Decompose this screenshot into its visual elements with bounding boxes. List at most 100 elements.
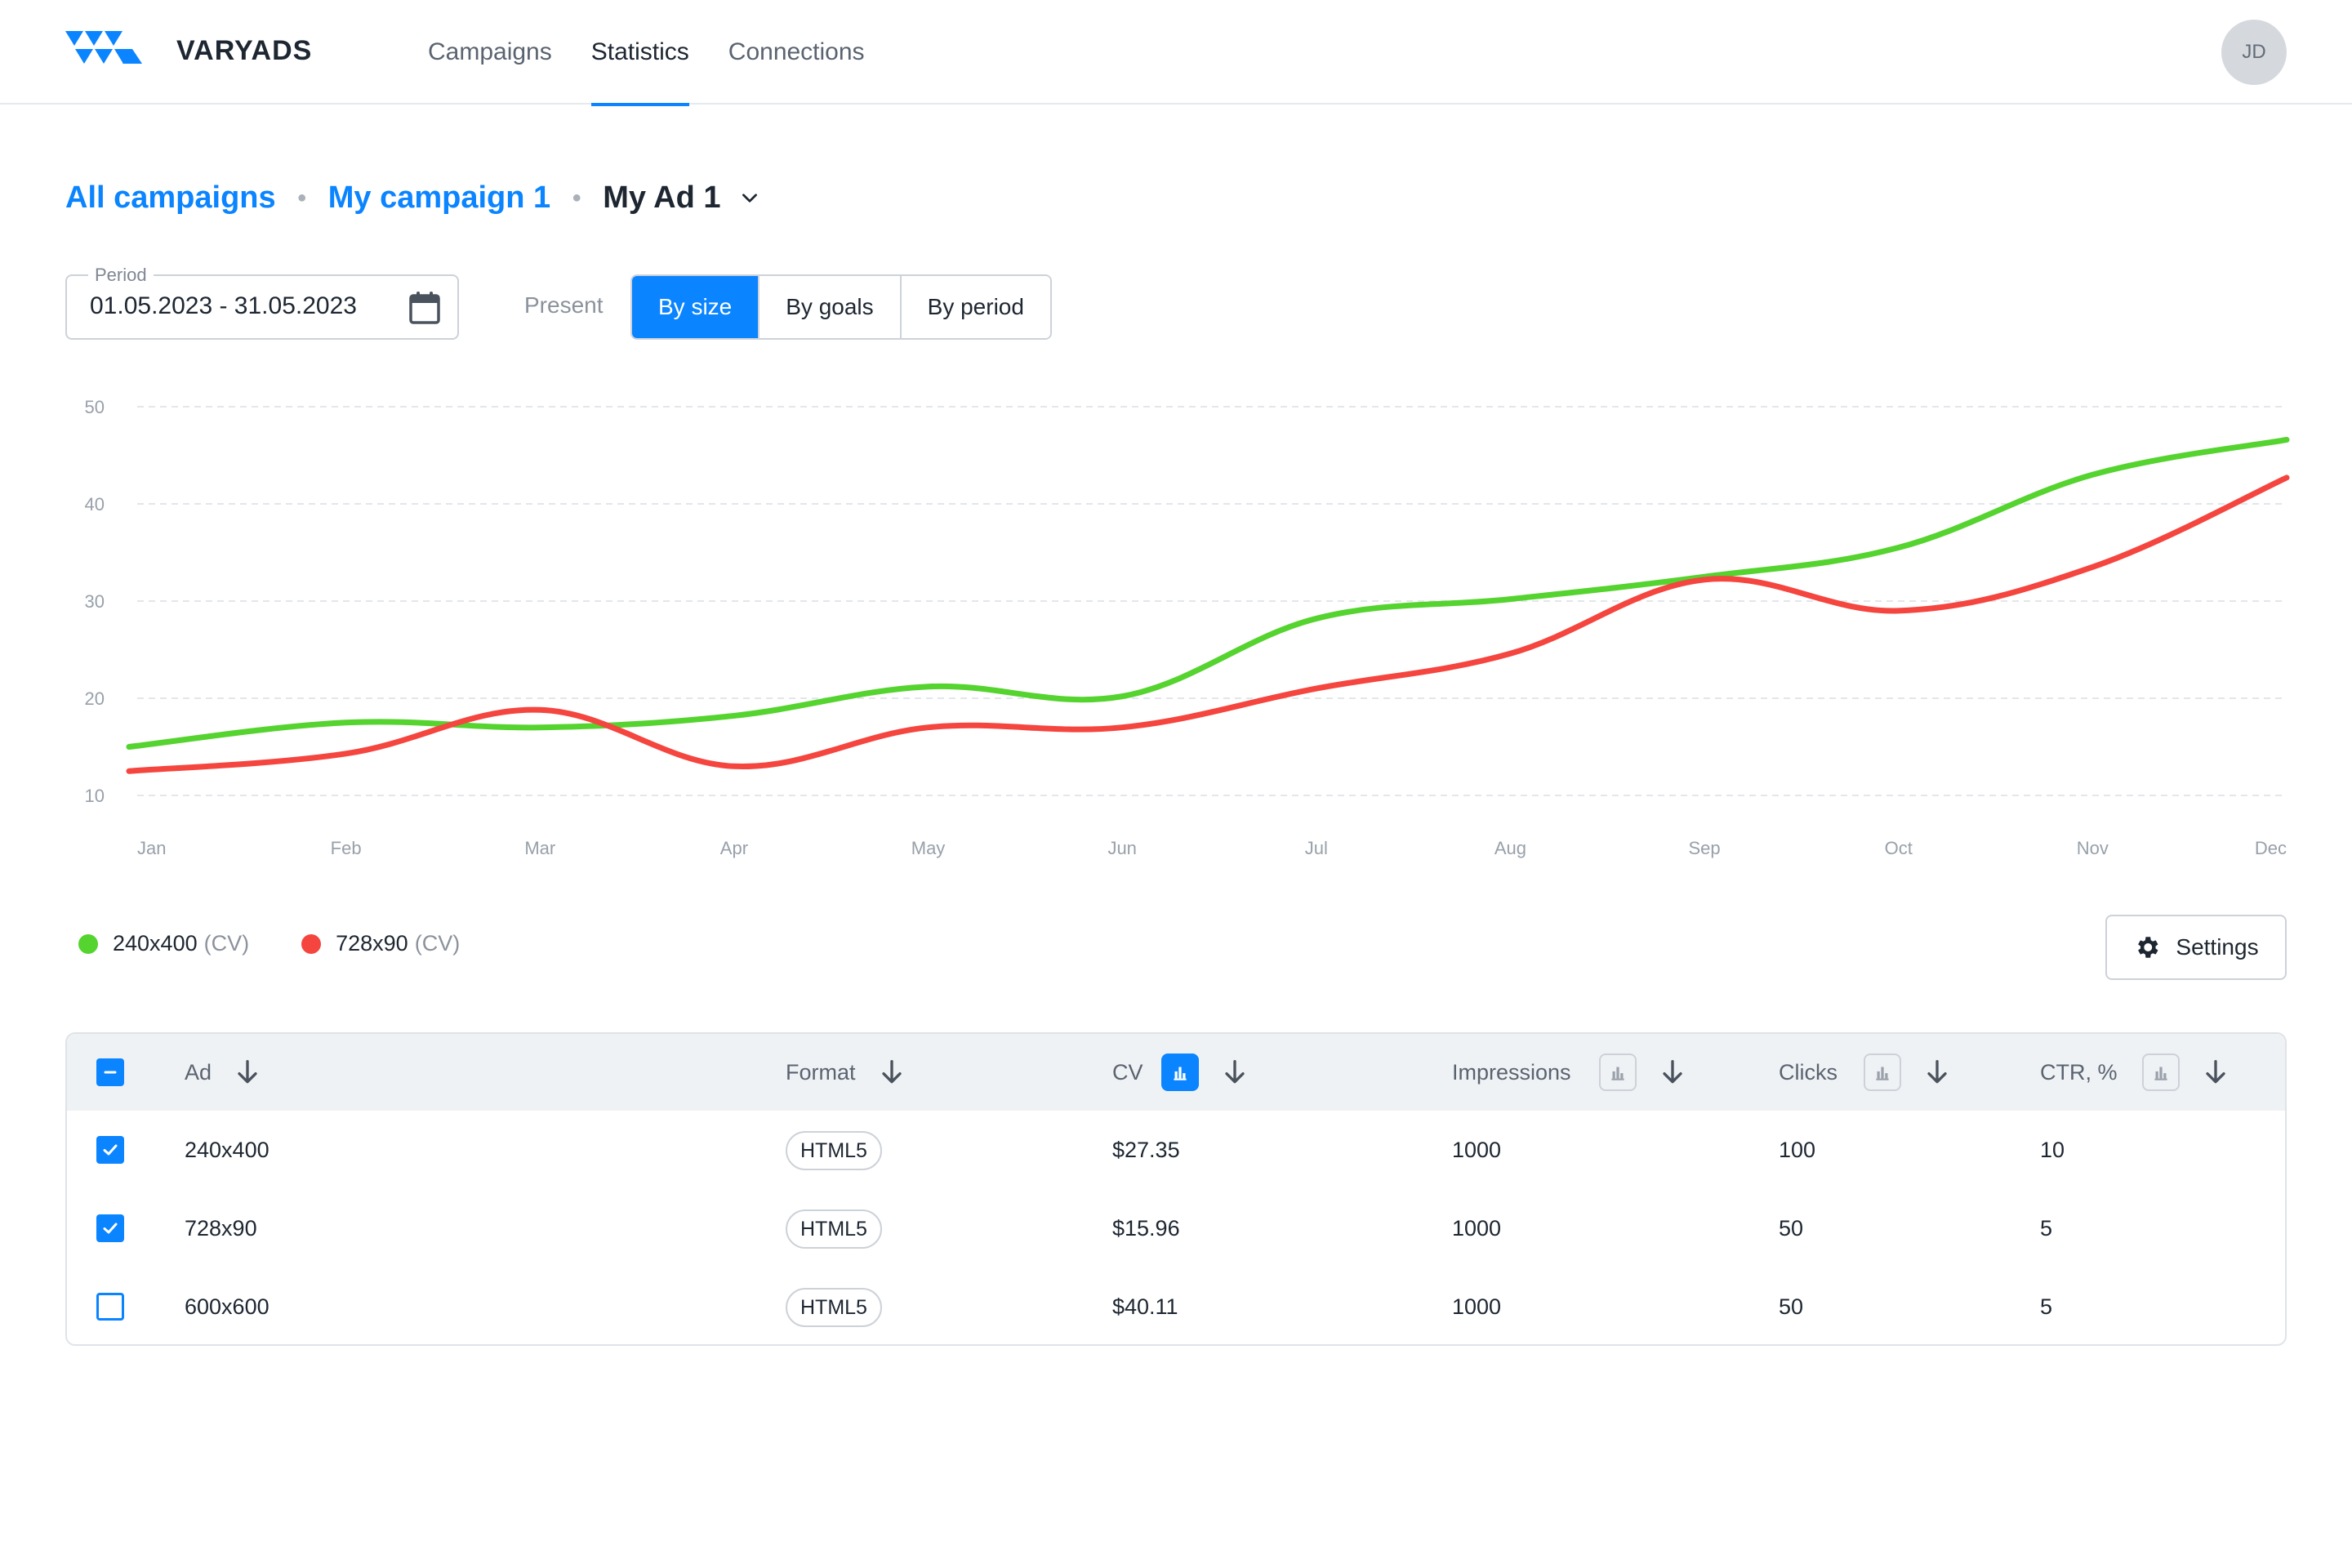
cell-cv: $40.11 — [1112, 1294, 1178, 1319]
user-avatar[interactable]: JD — [2221, 20, 2287, 85]
legend-name: 240x400 — [113, 931, 198, 956]
cell-ad: 600x600 — [185, 1294, 270, 1319]
th-format-label: Format — [786, 1059, 856, 1085]
row-checkbox[interactable] — [96, 1214, 124, 1242]
cell-clicks: 50 — [1779, 1216, 1804, 1241]
table-row[interactable]: 600x600 HTML5 $40.11 1000 50 5 — [67, 1267, 2285, 1344]
cell-ad: 240x400 — [185, 1138, 270, 1162]
select-all-checkbox[interactable] — [96, 1058, 124, 1086]
legend-item-240x400: 240x400 (CV) — [78, 931, 249, 956]
sort-arrow-down-icon[interactable] — [1656, 1056, 1689, 1089]
x-tick-label: Jun — [1107, 838, 1136, 858]
cell-impressions: 1000 — [1452, 1216, 1502, 1241]
check-icon — [103, 1223, 118, 1234]
settings-button[interactable]: Settings — [2105, 915, 2287, 980]
settings-label: Settings — [2176, 934, 2259, 960]
y-tick-label: 30 — [85, 591, 105, 612]
legend-unit: (CV) — [414, 931, 461, 956]
x-tick-label: Mar — [524, 838, 555, 858]
x-tick-label: Aug — [1494, 838, 1526, 858]
row-checkbox[interactable] — [96, 1293, 124, 1321]
format-badge: HTML5 — [786, 1209, 882, 1249]
breadcrumb-current-ad: My Ad 1 — [603, 180, 721, 215]
top-header: VARYADS Campaigns Statistics Connections… — [0, 0, 2352, 106]
minus-icon — [104, 1071, 117, 1074]
th-impressions: Impressions — [1452, 1034, 1689, 1111]
cell-ctr: 5 — [2040, 1294, 2053, 1319]
period-label: Period — [88, 265, 154, 286]
th-clicks-label: Clicks — [1779, 1059, 1838, 1085]
breadcrumb-all-campaigns[interactable]: All campaigns — [65, 180, 276, 215]
format-badge: HTML5 — [786, 1288, 882, 1327]
bar-chart-icon — [2154, 1067, 2167, 1080]
legend-name: 728x90 — [336, 931, 408, 956]
breadcrumb: All campaigns ● My campaign 1 ● My Ad 1 — [65, 173, 760, 222]
cell-ad: 728x90 — [185, 1216, 257, 1241]
varyads-logo[interactable]: VARYADS — [65, 28, 312, 74]
sort-arrow-down-icon[interactable] — [1218, 1056, 1251, 1089]
line-chart-svg: 50 40 30 20 10 Jan Feb Mar Apr May Jun Jul Aug Sep Oct… — [85, 397, 2290, 858]
gear-icon — [2138, 937, 2158, 958]
nav-statistics[interactable]: Statistics — [590, 0, 689, 106]
table-row[interactable]: 728x90 HTML5 $15.96 1000 50 5 — [67, 1189, 2285, 1267]
legend-unit: (CV) — [203, 931, 250, 956]
th-ad-label: Ad — [185, 1059, 212, 1085]
y-tick-label: 40 — [85, 494, 105, 514]
cv-chart-toggle[interactable] — [1160, 1054, 1199, 1091]
impressions-chart-toggle[interactable] — [1598, 1054, 1637, 1091]
x-tick-label: Feb — [331, 838, 362, 858]
cell-cv: $27.35 — [1112, 1138, 1180, 1162]
present-segmented-control: By size By goals By period — [630, 274, 1052, 340]
cell-clicks: 100 — [1779, 1138, 1816, 1162]
legend-dot-red — [301, 933, 322, 954]
period-value: 01.05.2023 - 31.05.2023 — [90, 292, 357, 319]
th-ctr: CTR, % — [2040, 1034, 2232, 1111]
table-header: Ad Format CV Impressions Clicks — [67, 1034, 2285, 1111]
th-impressions-label: Impressions — [1452, 1059, 1571, 1085]
clicks-chart-toggle[interactable] — [1864, 1054, 1901, 1091]
bar-chart-icon — [1610, 1067, 1624, 1080]
present-by-period-button[interactable]: By period — [901, 276, 1050, 338]
ads-table: Ad Format CV Impressions Clicks — [65, 1032, 2287, 1346]
cell-impressions: 1000 — [1452, 1294, 1502, 1319]
main-nav: Campaigns Statistics Connections — [428, 0, 904, 106]
x-tick-label: Jul — [1305, 838, 1328, 858]
sort-arrow-down-icon[interactable] — [1921, 1056, 1953, 1089]
chart-legend: 240x400 (CV) 728x90 (CV) — [78, 931, 512, 956]
x-tick-label: May — [911, 838, 946, 858]
cell-ctr: 10 — [2040, 1138, 2065, 1162]
bar-chart-icon — [1173, 1067, 1187, 1080]
statistics-line-chart: 50 40 30 20 10 Jan Feb Mar Apr May Jun Jul Aug Sep Oct… — [0, 376, 2352, 866]
th-ad: Ad — [185, 1034, 264, 1111]
y-tick-label: 50 — [85, 397, 105, 417]
breadcrumb-campaign[interactable]: My campaign 1 — [327, 180, 551, 215]
present-by-size-button[interactable]: By size — [632, 276, 760, 338]
table-row[interactable]: 240x400 HTML5 $27.35 1000 100 10 — [67, 1111, 2285, 1189]
nav-connections[interactable]: Connections — [728, 38, 865, 65]
sort-arrow-down-icon[interactable] — [231, 1056, 264, 1089]
cell-impressions: 1000 — [1452, 1138, 1502, 1162]
period-date-picker[interactable]: Period 01.05.2023 - 31.05.2023 — [65, 265, 459, 340]
x-tick-label: Nov — [2077, 838, 2109, 858]
x-tick-label: Jan — [137, 838, 166, 858]
series-line-728x90 — [126, 474, 2290, 774]
ctr-chart-toggle[interactable] — [2141, 1054, 2180, 1091]
present-by-goals-button[interactable]: By goals — [760, 276, 902, 338]
y-tick-label: 20 — [85, 688, 105, 709]
x-tick-label: Dec — [2255, 838, 2287, 858]
y-tick-label: 10 — [85, 786, 105, 806]
x-tick-label: Sep — [1689, 838, 1721, 858]
sort-arrow-down-icon[interactable] — [875, 1056, 908, 1089]
breadcrumb-separator: ● — [572, 188, 582, 207]
brand-name: VARYADS — [176, 34, 313, 66]
nav-campaigns[interactable]: Campaigns — [428, 38, 552, 65]
calendar-icon[interactable] — [408, 291, 441, 325]
th-clicks: Clicks — [1779, 1034, 1953, 1111]
chevron-down-icon[interactable] — [739, 187, 760, 208]
bar-chart-icon — [1876, 1067, 1889, 1080]
th-format: Format — [786, 1034, 908, 1111]
series-line-240x400 — [126, 436, 2290, 750]
x-tick-label: Apr — [720, 838, 748, 858]
row-checkbox[interactable] — [96, 1136, 124, 1164]
sort-arrow-down-icon[interactable] — [2199, 1056, 2232, 1089]
